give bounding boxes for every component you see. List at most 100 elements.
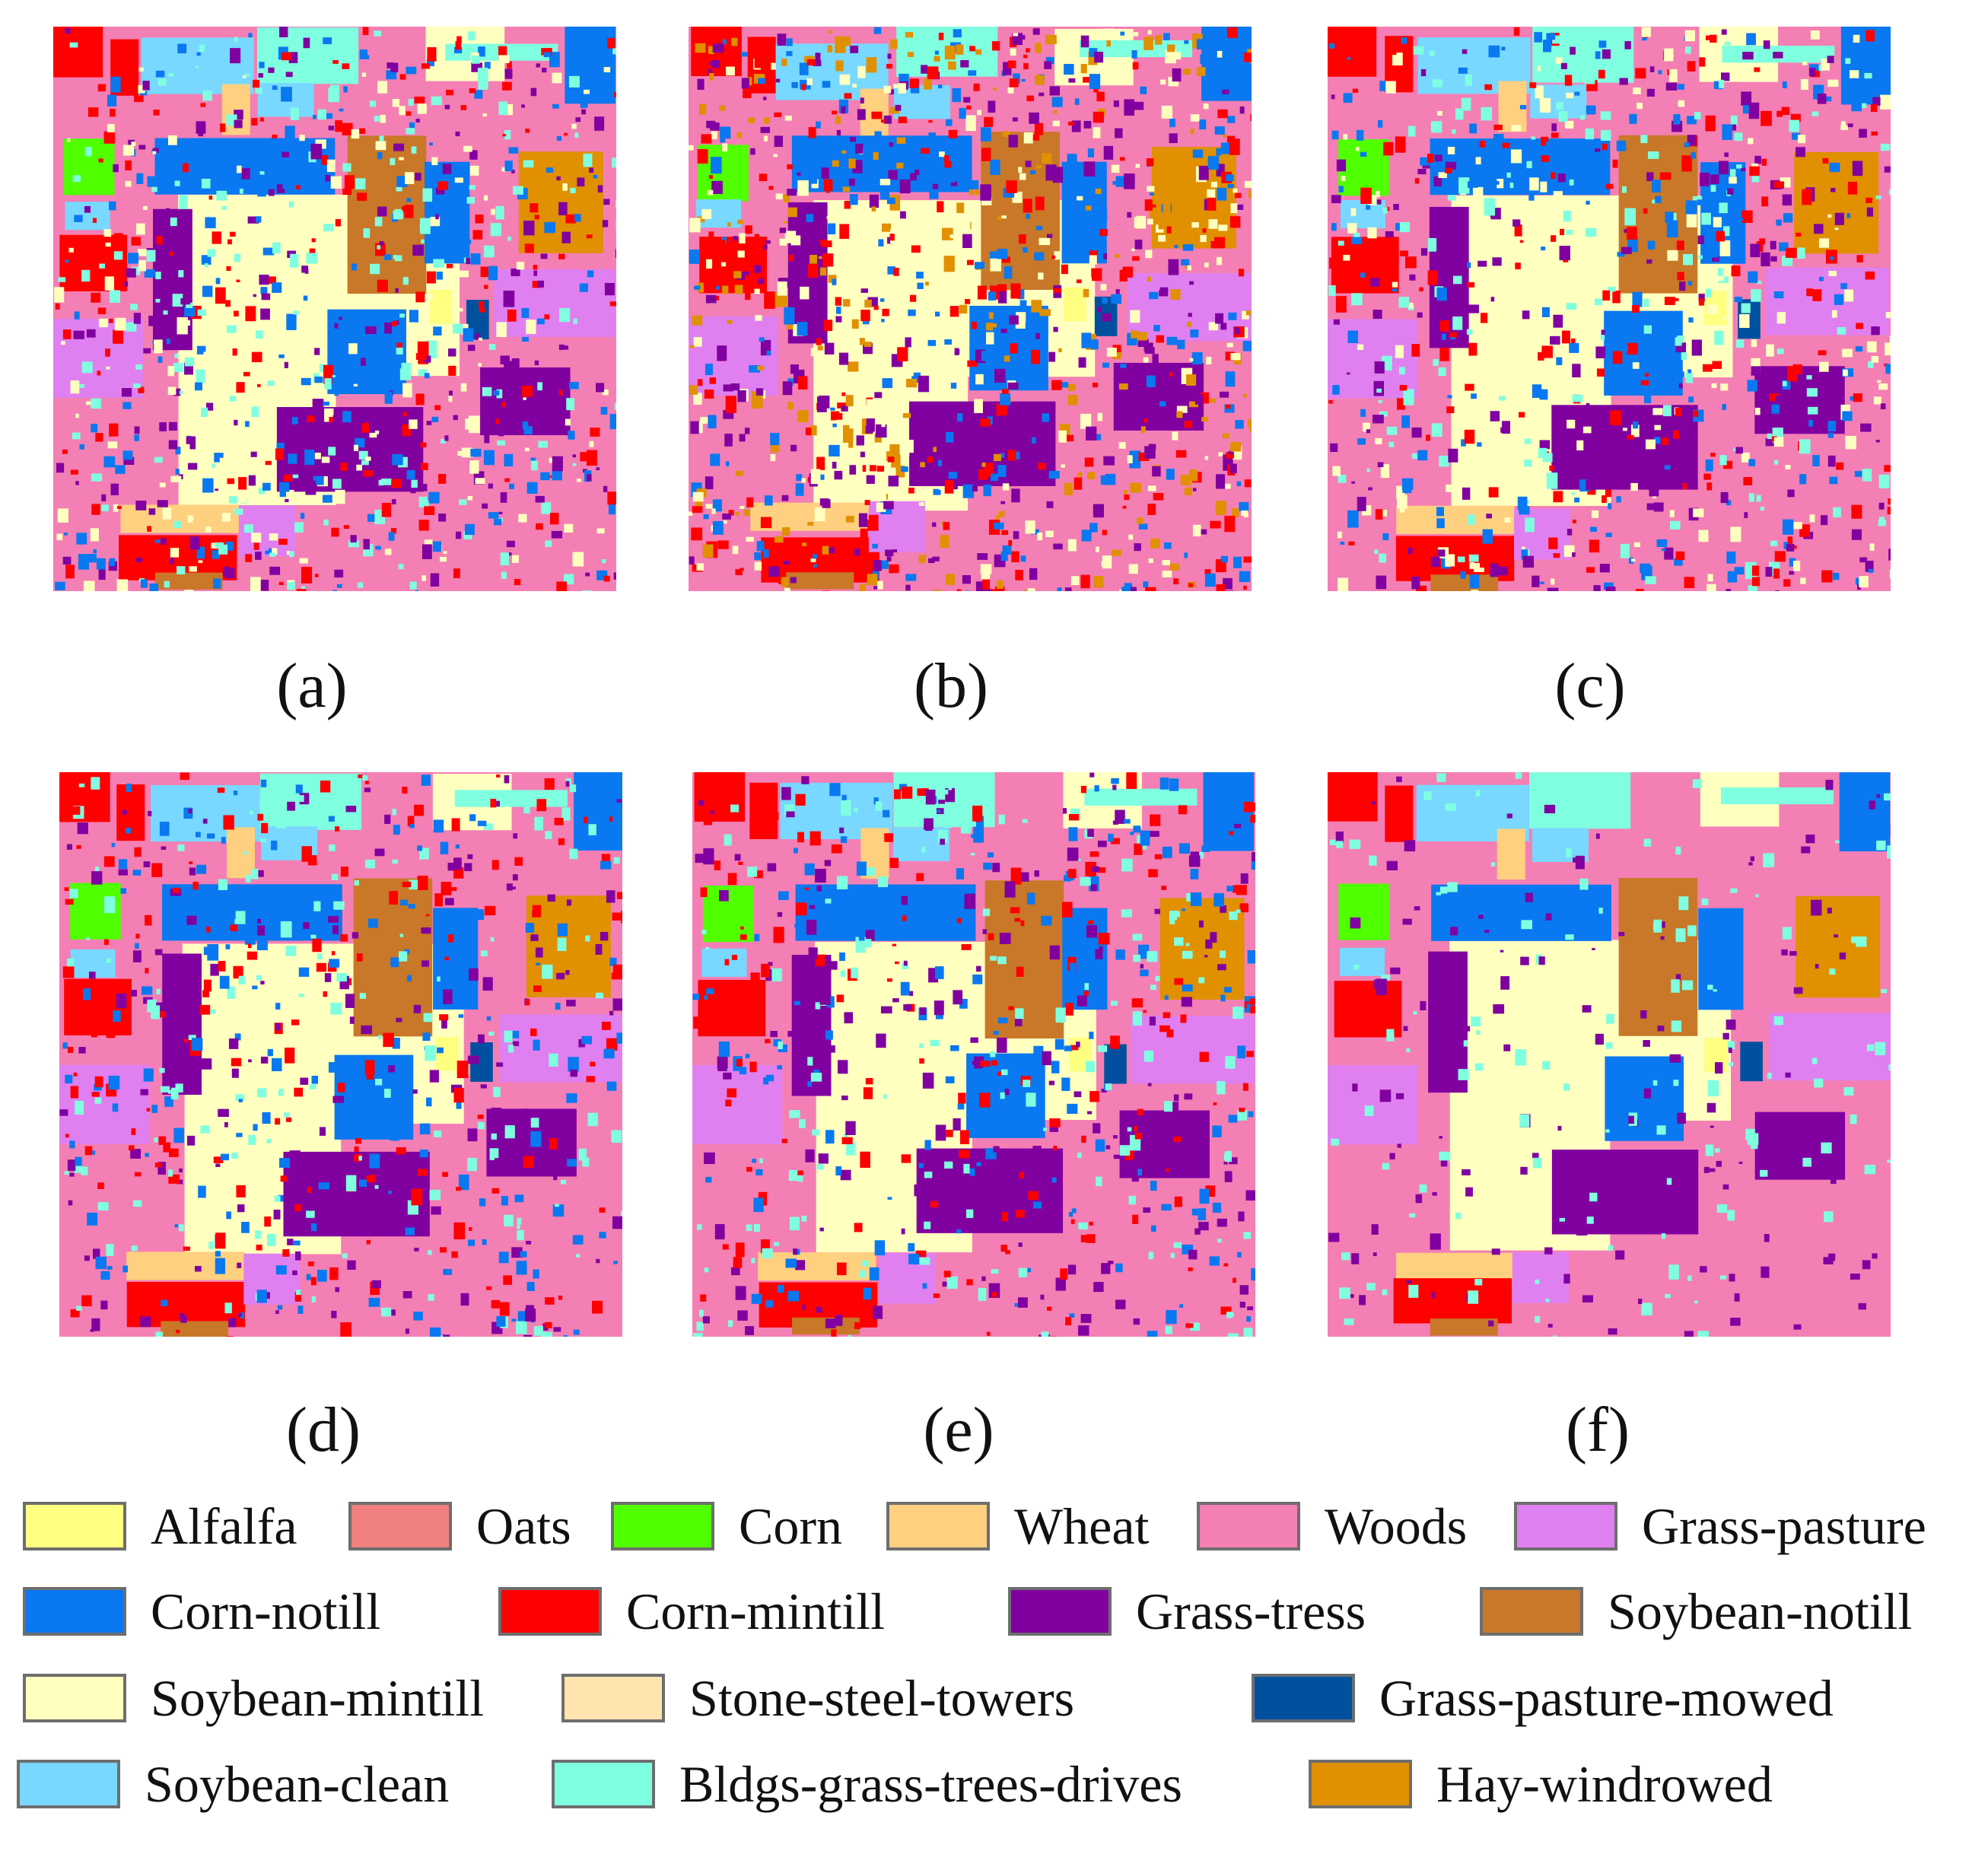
map-noise-pixel bbox=[215, 488, 218, 491]
map-noise-pixel bbox=[1781, 949, 1788, 956]
map-noise-pixel bbox=[826, 1045, 835, 1053]
map-noise-pixel bbox=[289, 1150, 301, 1158]
map-noise-pixel bbox=[238, 477, 247, 490]
map-noise-pixel bbox=[215, 1258, 225, 1274]
map-noise-pixel bbox=[1741, 167, 1746, 172]
map-noise-pixel bbox=[1465, 1026, 1471, 1032]
map-noise-pixel bbox=[1586, 567, 1595, 573]
map-noise-pixel bbox=[495, 205, 504, 220]
map-noise-pixel bbox=[530, 1131, 542, 1147]
map-noise-pixel bbox=[310, 143, 323, 160]
map-noise-pixel bbox=[1542, 40, 1552, 52]
map-noise-pixel bbox=[1806, 288, 1813, 297]
map-noise-pixel bbox=[1405, 400, 1411, 403]
map-noise-pixel bbox=[760, 1239, 770, 1254]
map-noise-pixel bbox=[504, 478, 511, 482]
map-noise-pixel bbox=[1133, 101, 1144, 110]
map-noise-pixel bbox=[581, 590, 593, 591]
map-noise-pixel bbox=[427, 294, 434, 301]
map-noise-pixel bbox=[1589, 1192, 1598, 1202]
map-noise-pixel bbox=[959, 998, 968, 1009]
map-noise-pixel bbox=[935, 1124, 946, 1141]
map-noise-pixel bbox=[1143, 357, 1149, 363]
map-noise-pixel bbox=[1787, 489, 1795, 498]
map-noise-pixel bbox=[989, 1212, 1000, 1222]
map-noise-pixel bbox=[1643, 208, 1648, 214]
map-noise-pixel bbox=[1450, 566, 1457, 571]
map-noise-pixel bbox=[1413, 1010, 1417, 1015]
map-noise-pixel bbox=[1415, 1194, 1423, 1204]
map-noise-pixel bbox=[1878, 520, 1886, 526]
map-noise-pixel bbox=[1632, 291, 1643, 307]
map-noise-pixel bbox=[526, 1282, 535, 1292]
map-noise-pixel bbox=[857, 65, 866, 78]
map-noise-pixel bbox=[1236, 481, 1242, 487]
map-region bbox=[154, 138, 336, 195]
map-noise-pixel bbox=[1744, 512, 1748, 518]
map-noise-pixel bbox=[1710, 1125, 1714, 1128]
map-noise-pixel bbox=[364, 787, 371, 793]
map-noise-pixel bbox=[825, 1318, 836, 1328]
map-noise-pixel bbox=[1433, 359, 1439, 366]
map-noise-pixel bbox=[1674, 297, 1679, 301]
map-noise-pixel bbox=[268, 548, 274, 554]
map-noise-pixel bbox=[857, 272, 867, 285]
legend-swatch bbox=[348, 1502, 452, 1550]
map-noise-pixel bbox=[183, 1246, 190, 1251]
map-noise-pixel bbox=[1783, 213, 1793, 223]
map-noise-pixel bbox=[1525, 892, 1533, 902]
map-noise-pixel bbox=[962, 234, 972, 248]
map-noise-pixel bbox=[477, 820, 487, 826]
map-noise-pixel bbox=[1351, 481, 1355, 484]
map-noise-pixel bbox=[1796, 232, 1802, 237]
map-noise-pixel bbox=[1722, 316, 1726, 320]
map-region bbox=[1698, 908, 1744, 1010]
map-noise-pixel bbox=[1797, 247, 1805, 259]
map-noise-pixel bbox=[1688, 396, 1694, 402]
map-noise-pixel bbox=[964, 893, 976, 909]
map-noise-pixel bbox=[607, 37, 615, 49]
map-noise-pixel bbox=[279, 27, 288, 37]
map-noise-pixel bbox=[1873, 396, 1881, 405]
map-noise-pixel bbox=[810, 1072, 822, 1082]
map-noise-pixel bbox=[464, 239, 472, 244]
map-noise-pixel bbox=[778, 294, 787, 307]
map-noise-pixel bbox=[994, 586, 1005, 591]
map-noise-pixel bbox=[1783, 579, 1791, 587]
map-noise-pixel bbox=[997, 465, 1007, 478]
map-noise-pixel bbox=[689, 556, 695, 565]
map-noise-pixel bbox=[179, 195, 188, 209]
map-noise-pixel bbox=[1452, 316, 1463, 330]
map-noise-pixel bbox=[712, 520, 724, 535]
map-noise-pixel bbox=[73, 1072, 78, 1077]
map-noise-pixel bbox=[1381, 974, 1391, 981]
map-noise-pixel bbox=[1229, 911, 1238, 921]
map-noise-pixel bbox=[969, 1168, 975, 1176]
map-noise-pixel bbox=[1790, 113, 1801, 122]
map-noise-pixel bbox=[288, 201, 294, 208]
map-noise-pixel bbox=[1096, 307, 1102, 313]
map-noise-pixel bbox=[924, 1204, 934, 1217]
map-noise-pixel bbox=[770, 432, 780, 446]
map-noise-pixel bbox=[142, 205, 148, 210]
map-noise-pixel bbox=[1706, 304, 1718, 314]
legend-label: Corn bbox=[739, 1497, 842, 1555]
map-noise-pixel bbox=[179, 1168, 183, 1172]
map-noise-pixel bbox=[417, 845, 422, 851]
map-noise-pixel bbox=[1567, 419, 1576, 429]
map-noise-pixel bbox=[424, 539, 433, 546]
map-noise-pixel bbox=[693, 393, 702, 405]
map-noise-pixel bbox=[770, 453, 776, 462]
map-noise-pixel bbox=[514, 578, 521, 586]
map-noise-pixel bbox=[848, 158, 856, 169]
map-noise-pixel bbox=[835, 297, 841, 306]
map-noise-pixel bbox=[1070, 1045, 1079, 1051]
map-noise-pixel bbox=[439, 1247, 447, 1253]
map-noise-pixel bbox=[1452, 275, 1462, 285]
map-noise-pixel bbox=[865, 930, 875, 941]
map-noise-pixel bbox=[1239, 1301, 1245, 1308]
map-noise-pixel bbox=[1774, 460, 1779, 465]
map-noise-pixel bbox=[250, 577, 261, 591]
map-noise-pixel bbox=[1789, 951, 1797, 956]
map-noise-pixel bbox=[1043, 1127, 1047, 1131]
